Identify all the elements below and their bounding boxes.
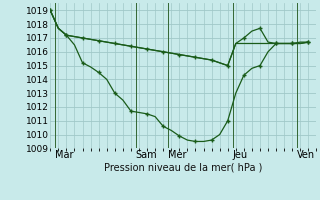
- X-axis label: Pression niveau de la mer( hPa ): Pression niveau de la mer( hPa ): [104, 163, 262, 173]
